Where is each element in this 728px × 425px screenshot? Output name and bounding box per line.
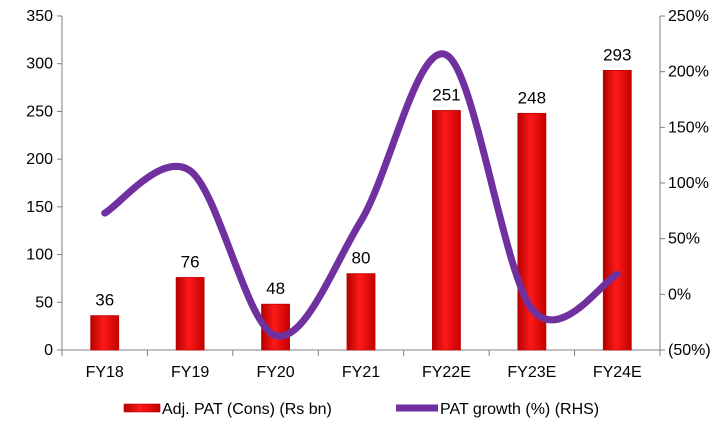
legend-line-label: PAT growth (%) (RHS) <box>440 401 599 418</box>
y-left-tick-label: 50 <box>35 294 53 311</box>
bar-data-label: 251 <box>432 85 460 104</box>
y-left-tick-label: 0 <box>44 342 53 359</box>
y-left-tick-label: 150 <box>26 199 53 216</box>
y-right-tick-label: 0% <box>668 286 691 303</box>
legend-bar-swatch <box>123 403 161 413</box>
data-labels: 36 76 48 80 251 248 293 <box>95 45 631 309</box>
y-right-tick-label: 250% <box>668 8 709 25</box>
bars <box>90 69 632 351</box>
x-tick-label: FY19 <box>171 364 209 381</box>
y-left-tick-label: 250 <box>26 103 53 120</box>
axes: 0 50 100 150 200 250 300 350 (50%) 0% 50% 100% 150% 2… <box>26 8 710 381</box>
x-tick-label: FY24E <box>593 364 642 381</box>
y-right-tick-label: 200% <box>668 64 709 81</box>
x-tick-label: FY23E <box>507 364 556 381</box>
bar-data-label: 48 <box>266 279 285 298</box>
y-left-tick-label: 350 <box>26 8 53 25</box>
bar <box>346 273 376 351</box>
growth-line <box>101 50 621 340</box>
legend-bar-label: Adj. PAT (Cons) (Rs bn) <box>162 401 332 418</box>
bar-data-label: 76 <box>181 252 200 271</box>
y-left-tick-label: 200 <box>26 151 53 168</box>
bar <box>432 110 461 351</box>
y-left-tick-label: 100 <box>26 247 53 264</box>
x-tick-label: FY22E <box>422 364 471 381</box>
bar <box>90 315 120 351</box>
y-left-tick-label: 300 <box>26 56 53 73</box>
y-right-tick-label: (50%) <box>668 342 711 359</box>
bar <box>175 277 205 351</box>
bar-data-label: 80 <box>352 249 371 268</box>
bar-data-label: 36 <box>95 291 114 310</box>
y-right-tick-label: 100% <box>668 175 709 192</box>
y-right-tick-label: 150% <box>668 119 709 136</box>
x-tick-label: FY21 <box>342 364 380 381</box>
legend: Adj. PAT (Cons) (Rs bn) PAT growth (%) (R… <box>123 401 599 418</box>
growth-series-line <box>101 50 621 340</box>
bar <box>602 69 632 351</box>
y-right-tick-label: 50% <box>668 231 700 248</box>
x-tick-label: FY18 <box>86 364 124 381</box>
x-tick-label: FY20 <box>256 364 294 381</box>
bar-data-label: 293 <box>603 45 631 64</box>
bar-data-label: 248 <box>518 88 546 107</box>
